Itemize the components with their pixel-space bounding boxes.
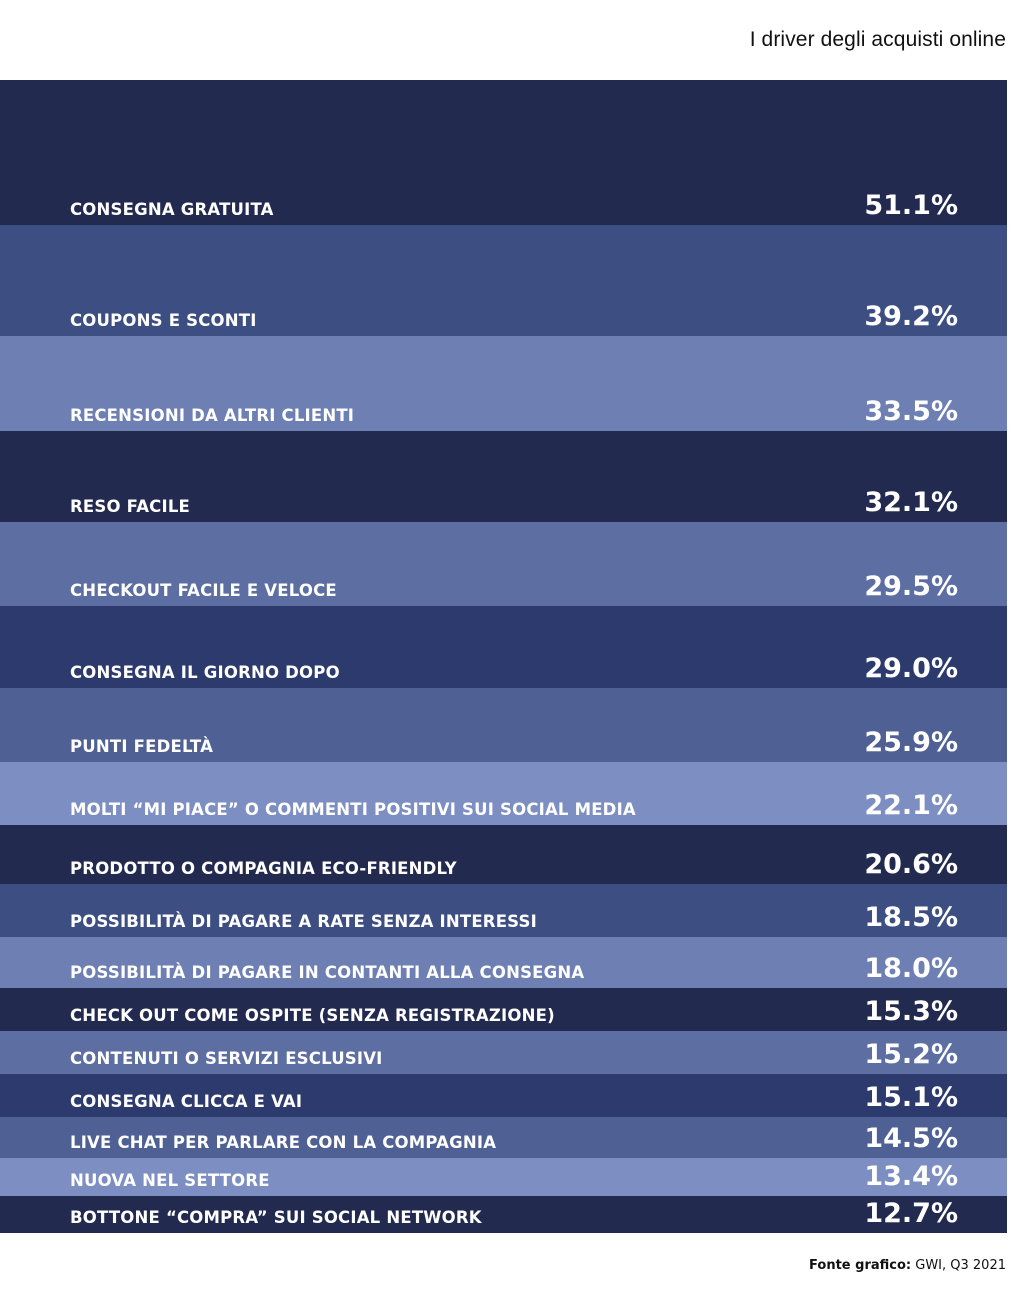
bar-value-label: 29.0% [864,653,958,684]
bar-label: LIVE CHAT PER PARLARE CON LA COMPAGNIA [70,1133,497,1152]
bar-label: CONTENUTI O SERVIZI ESCLUSIVI [70,1049,383,1068]
bar-row: PUNTI FEDELTÀ 25.9% [0,688,1007,762]
bar-row: POSSIBILITÀ DI PAGARE IN CONTANTI ALLA C… [0,937,1007,988]
bar-label: RESO FACILE [70,497,191,516]
bar-row: PRODOTTO O COMPAGNIA ECO-FRIENDLY 20.6% [0,825,1007,884]
bar-row: CHECK OUT COME OSPITE (SENZA REGISTRAZIO… [0,988,1007,1031]
bar-value-label: 51.1% [864,190,958,221]
bar-label: CONSEGNA GRATUITA [70,200,274,219]
source-note: Fonte grafico: GWI, Q3 2021 [809,1258,1006,1273]
bar-value-label: 20.6% [864,849,958,880]
bar-label: PUNTI FEDELTÀ [70,737,214,756]
bar-row: CONSEGNA GRATUITA 51.1% [0,80,1007,225]
bar-label: PRODOTTO O COMPAGNIA ECO-FRIENDLY [70,859,457,878]
bar-label: CONSEGNA IL GIORNO DOPO [70,663,340,682]
bar-label: BOTTONE “COMPRA” SUI SOCIAL NETWORK [70,1208,482,1227]
bar-value-label: 12.7% [864,1198,958,1229]
bar-value-label: 25.9% [864,727,958,758]
bar-row: CONSEGNA CLICCA E VAI 15.1% [0,1074,1007,1117]
bar-value-label: 18.0% [864,953,958,984]
bar-value-label: 22.1% [864,790,958,821]
bar-row: CONTENUTI O SERVIZI ESCLUSIVI 15.2% [0,1031,1007,1074]
bar-value-label: 33.5% [864,396,958,427]
bar-label: MOLTI “MI PIACE” O COMMENTI POSITIVI SUI… [70,800,636,819]
bar-value-label: 29.5% [864,571,958,602]
bar-row: RECENSIONI DA ALTRI CLIENTI 33.5% [0,336,1007,431]
bar-row: CHECKOUT FACILE E VELOCE 29.5% [0,522,1007,606]
bar-row: CONSEGNA IL GIORNO DOPO 29.0% [0,606,1007,688]
bar-row: COUPONS E SCONTI 39.2% [0,225,1007,336]
bar-row: NUOVA NEL SETTORE 13.4% [0,1158,1007,1196]
bar-label: CHECKOUT FACILE E VELOCE [70,581,337,600]
bar-label: RECENSIONI DA ALTRI CLIENTI [70,406,355,425]
source-text: GWI, Q3 2021 [911,1258,1006,1273]
bar-value-label: 13.4% [864,1161,958,1192]
bar-value-label: 32.1% [864,487,958,518]
bar-row: RESO FACILE 32.1% [0,431,1007,522]
bar-value-label: 15.1% [864,1082,958,1113]
bar-value-label: 15.2% [864,1039,958,1070]
source-prefix: Fonte grafico: [809,1258,912,1273]
bar-label: POSSIBILITÀ DI PAGARE IN CONTANTI ALLA C… [70,963,585,982]
bar-value-label: 39.2% [864,301,958,332]
bar-row: POSSIBILITÀ DI PAGARE A RATE SENZA INTER… [0,884,1007,937]
bar-label: COUPONS E SCONTI [70,311,257,330]
chart-title: I driver degli acquisti online [749,28,1006,51]
bar-row: BOTTONE “COMPRA” SUI SOCIAL NETWORK 12.7% [0,1196,1007,1233]
bar-chart: CONSEGNA GRATUITA 51.1% COUPONS E SCONTI 39… [0,80,1007,1233]
bar-label: CONSEGNA CLICCA E VAI [70,1092,303,1111]
bar-value-label: 15.3% [864,996,958,1027]
bar-row: LIVE CHAT PER PARLARE CON LA COMPAGNIA 14… [0,1117,1007,1158]
bar-label: POSSIBILITÀ DI PAGARE A RATE SENZA INTER… [70,912,537,931]
bar-label: NUOVA NEL SETTORE [70,1171,270,1190]
bar-row: MOLTI “MI PIACE” O COMMENTI POSITIVI SUI… [0,762,1007,825]
bar-value-label: 14.5% [864,1123,958,1154]
bar-value-label: 18.5% [864,902,958,933]
bar-label: CHECK OUT COME OSPITE (SENZA REGISTRAZIO… [70,1006,555,1025]
